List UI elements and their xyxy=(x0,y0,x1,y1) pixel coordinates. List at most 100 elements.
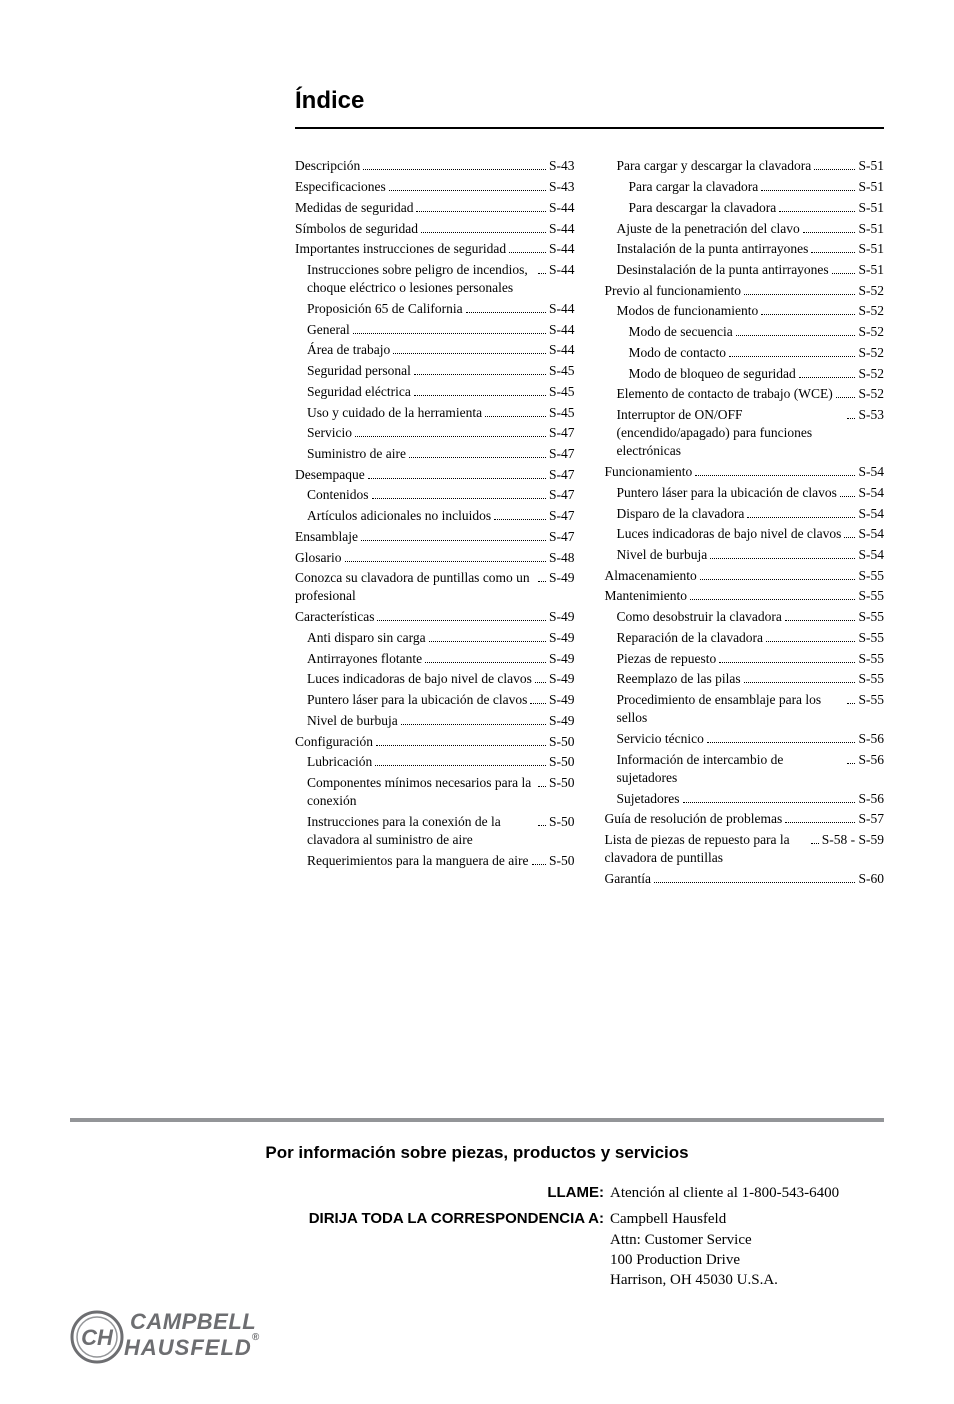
contact-mail-line: Campbell Hausfeld xyxy=(610,1209,884,1229)
toc-page: S-49 xyxy=(549,569,575,587)
toc-leader-dots xyxy=(719,662,855,663)
toc-row: Importantes instrucciones de seguridadS-… xyxy=(295,240,575,258)
toc-row: Instalación de la punta antirrayones S-51 xyxy=(605,240,885,258)
toc-leader-dots xyxy=(538,825,546,826)
toc-label: Especificaciones xyxy=(295,178,386,196)
toc-leader-dots xyxy=(389,190,546,191)
toc-label: Lista de piezas de repuesto para la clav… xyxy=(605,831,808,867)
toc-label: Importantes instrucciones de seguridad xyxy=(295,240,506,258)
toc-row: Luces indicadoras de bajo nivel de clavo… xyxy=(295,670,575,688)
toc-row: Disparo de la clavadoraS-54 xyxy=(605,505,885,523)
toc-page: S-56 xyxy=(858,790,884,808)
toc-leader-dots xyxy=(744,294,856,295)
toc-leader-dots xyxy=(425,662,546,663)
toc-leader-dots xyxy=(429,641,546,642)
toc-page: S-44 xyxy=(549,199,575,217)
toc-label: Modo de contacto xyxy=(629,344,726,362)
toc-leader-dots xyxy=(785,822,855,823)
toc-row: Piezas de repuesto S-55 xyxy=(605,650,885,668)
toc-page: S-54 xyxy=(858,463,884,481)
logo-line1: CAMPBELL xyxy=(130,1312,260,1333)
toc-leader-dots xyxy=(654,882,856,883)
toc-label: Reemplazo de las pilas xyxy=(617,670,741,688)
toc-page: S-55 xyxy=(858,567,884,585)
toc-leader-dots xyxy=(485,416,546,417)
toc-row: Guía de resolución de problemasS-57 xyxy=(605,810,885,828)
toc-page: S-50 xyxy=(549,733,575,751)
toc-page: S-50 xyxy=(549,774,575,792)
toc-label: Sujetadores xyxy=(617,790,680,808)
toc-row: FuncionamientoS-54 xyxy=(605,463,885,481)
logo-text-block: CAMPBELL HAUSFELD® xyxy=(124,1312,260,1363)
toc-page: S-47 xyxy=(549,507,575,525)
toc-row: Servicio técnicoS-56 xyxy=(605,730,885,748)
toc-label: Instrucciones sobre peligro de incendios… xyxy=(307,261,535,297)
toc-label: Área de trabajo xyxy=(307,341,390,359)
toc-page: S-49 xyxy=(549,608,575,626)
toc-row: Ajuste de la penetración del clavo S-51 xyxy=(605,220,885,238)
toc-leader-dots xyxy=(409,457,546,458)
toc-label: Seguridad eléctrica xyxy=(307,383,411,401)
toc-leader-dots xyxy=(361,540,546,541)
toc-row: Proposición 65 de CaliforniaS-44 xyxy=(295,300,575,318)
toc-leader-dots xyxy=(766,641,855,642)
toc-row: Puntero láser para la ubicación de clavo… xyxy=(295,691,575,709)
toc-row: Para cargar la clavadoraS-51 xyxy=(605,178,885,196)
toc-row: EspecificacionesS-43 xyxy=(295,178,575,196)
toc-row: Conozca su clavadora de puntillas como u… xyxy=(295,569,575,605)
toc-page: S-47 xyxy=(549,445,575,463)
toc-page: S-55 xyxy=(858,587,884,605)
toc-row: Interruptor de ON/OFF (encendido/apagado… xyxy=(605,406,885,461)
toc-leader-dots xyxy=(803,232,856,233)
toc-row: Uso y cuidado de la herramientaS-45 xyxy=(295,404,575,422)
toc-leader-dots xyxy=(355,436,546,437)
toc-leader-dots xyxy=(840,496,856,497)
toc-page: S-44 xyxy=(549,300,575,318)
toc-label: Instrucciones para la conexión de la cla… xyxy=(307,813,535,849)
toc-leader-dots xyxy=(368,478,546,479)
toc-page: S-54 xyxy=(858,525,884,543)
toc-label: Glosario xyxy=(295,549,342,567)
toc-label: Piezas de repuesto xyxy=(617,650,717,668)
toc-leader-dots xyxy=(744,682,856,683)
toc-page: S-47 xyxy=(549,466,575,484)
toc-label: Garantía xyxy=(605,870,651,888)
toc-label: Nivel de burbuja xyxy=(307,712,398,730)
toc-label: Conozca su clavadora de puntillas como u… xyxy=(295,569,535,605)
toc-page: S-55 xyxy=(858,650,884,668)
toc-page: S-51 xyxy=(858,240,884,258)
toc-row: Requerimientos para la manguera de aireS… xyxy=(295,852,575,870)
toc-label: Información de intercambio de sujetadore… xyxy=(617,751,845,787)
toc-leader-dots xyxy=(421,232,546,233)
toc-leader-dots xyxy=(372,498,546,499)
toc-label: Reparación de la clavadora xyxy=(617,629,764,647)
toc-row: Instrucciones sobre peligro de incendios… xyxy=(295,261,575,297)
toc-row: DescripciónS-43 xyxy=(295,157,575,175)
toc-row: Nivel de burbujaS-49 xyxy=(295,712,575,730)
logo-badge-letters: CH xyxy=(81,1325,114,1350)
toc-row: Sujetadores S-56 xyxy=(605,790,885,808)
contact-mail-label: DIRIJA TODA LA CORRESPONDENCIA A: xyxy=(270,1209,610,1229)
toc-leader-dots xyxy=(538,581,546,582)
toc-leader-dots xyxy=(847,763,855,764)
toc-leader-dots xyxy=(414,374,546,375)
toc-row: Anti disparo sin cargaS-49 xyxy=(295,629,575,647)
toc-label: Procedimiento de ensamblaje para los sel… xyxy=(617,691,845,727)
toc-page: S-49 xyxy=(549,650,575,668)
toc-row: Puntero láser para la ubicación de clavo… xyxy=(605,484,885,502)
contact-mail-line: 100 Production Drive xyxy=(610,1250,884,1270)
toc-row: ContenidosS-47 xyxy=(295,486,575,504)
toc-label: Instalación de la punta antirrayones xyxy=(617,240,809,258)
toc-page: S-51 xyxy=(858,178,884,196)
toc-leader-dots xyxy=(761,314,855,315)
toc-leader-dots xyxy=(377,620,546,621)
toc-page: S-55 xyxy=(858,608,884,626)
toc-label: Como desobstruir la clavadora xyxy=(617,608,782,626)
toc-label: Nivel de burbuja xyxy=(617,546,708,564)
toc-leader-dots xyxy=(779,211,855,212)
contact-mail-line: Attn: Customer Service xyxy=(610,1230,884,1250)
toc-row: GarantíaS-60 xyxy=(605,870,885,888)
toc-row: Nivel de burbujaS-54 xyxy=(605,546,885,564)
toc-label: Modo de bloqueo de seguridad xyxy=(629,365,796,383)
toc-page: S-44 xyxy=(549,341,575,359)
